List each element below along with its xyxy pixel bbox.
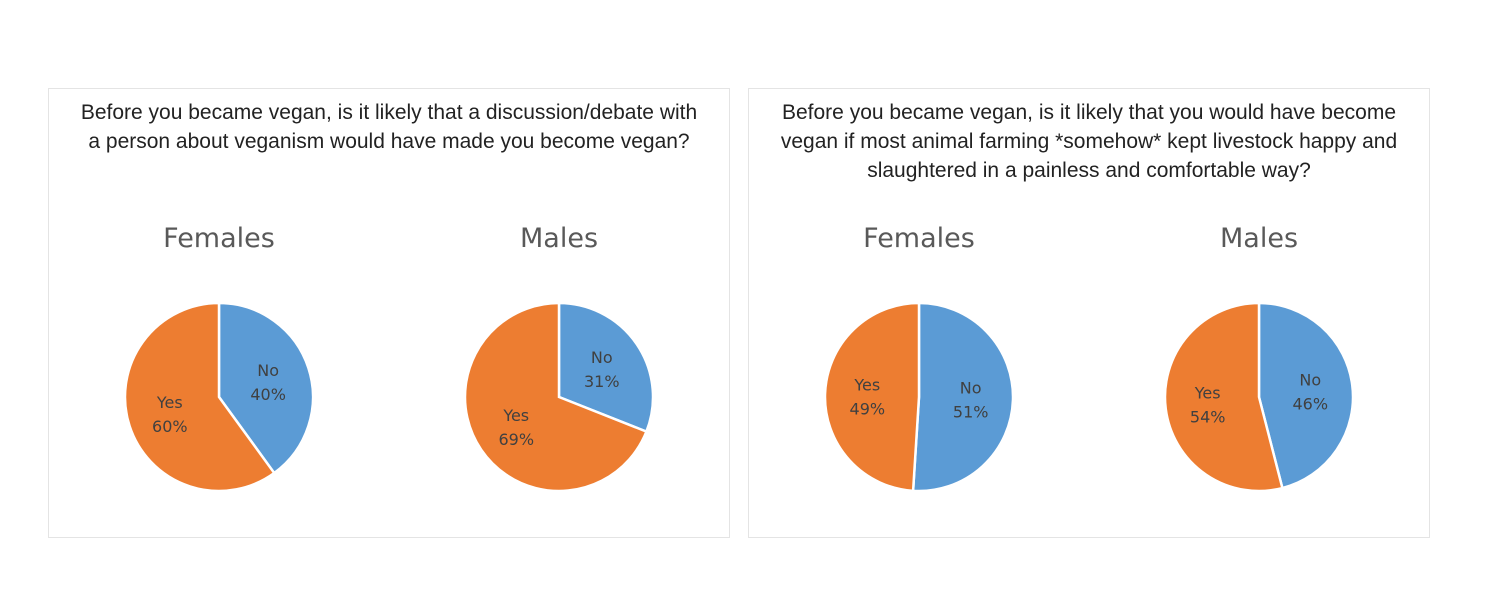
pie-slice-yes (123, 301, 276, 493)
pie-title-males: Males (1219, 223, 1299, 254)
slice-value-label: 51% (953, 403, 989, 422)
pie-slice-no (911, 301, 1015, 493)
slice-category-label: No (1299, 371, 1321, 390)
pie-slice-no (217, 301, 315, 475)
pie-chart-males: No 31% Yes 69% (463, 301, 655, 493)
slice-value-label: 69% (498, 430, 534, 449)
slice-value-label: 60% (152, 417, 188, 436)
pie-title-females: Females (863, 223, 975, 254)
slice-value-label: 49% (850, 399, 886, 418)
slice-category-label: Yes (1194, 383, 1221, 402)
slice-category-label: No (257, 361, 279, 380)
slice-value-label: 40% (250, 385, 286, 404)
chart-panel-humane-farming: Before you became vegan, is it likely th… (748, 88, 1430, 538)
panel-title: Before you became vegan, is it likely th… (80, 101, 698, 153)
slice-value-label: 31% (584, 372, 620, 391)
slice-category-label: No (591, 348, 613, 367)
slice-category-label: Yes (156, 393, 183, 412)
slice-value-label: 46% (1293, 395, 1329, 414)
slice-category-label: Yes (853, 375, 880, 394)
slice-value-label: 54% (1190, 407, 1226, 426)
slice-category-label: No (960, 379, 982, 398)
pie-slice-no (557, 301, 655, 434)
pie-chart-males: No 46% Yes 54% (1163, 301, 1355, 493)
slice-category-label: Yes (502, 406, 529, 425)
pie-slice-yes (1163, 301, 1284, 493)
pie-chart-females: No 51% Yes 49% (823, 301, 1015, 493)
pie-title-males: Males (519, 223, 599, 254)
panel-title: Before you became vegan, is it likely th… (780, 101, 1398, 182)
pie-slice-yes (463, 301, 649, 493)
pie-slice-no (1257, 301, 1355, 490)
pie-chart-females: No 40% Yes 60% (123, 301, 315, 493)
pie-title-females: Females (163, 223, 275, 254)
chart-panel-discussion: Before you became vegan, is it likely th… (48, 88, 730, 538)
pie-slice-yes (823, 301, 921, 493)
